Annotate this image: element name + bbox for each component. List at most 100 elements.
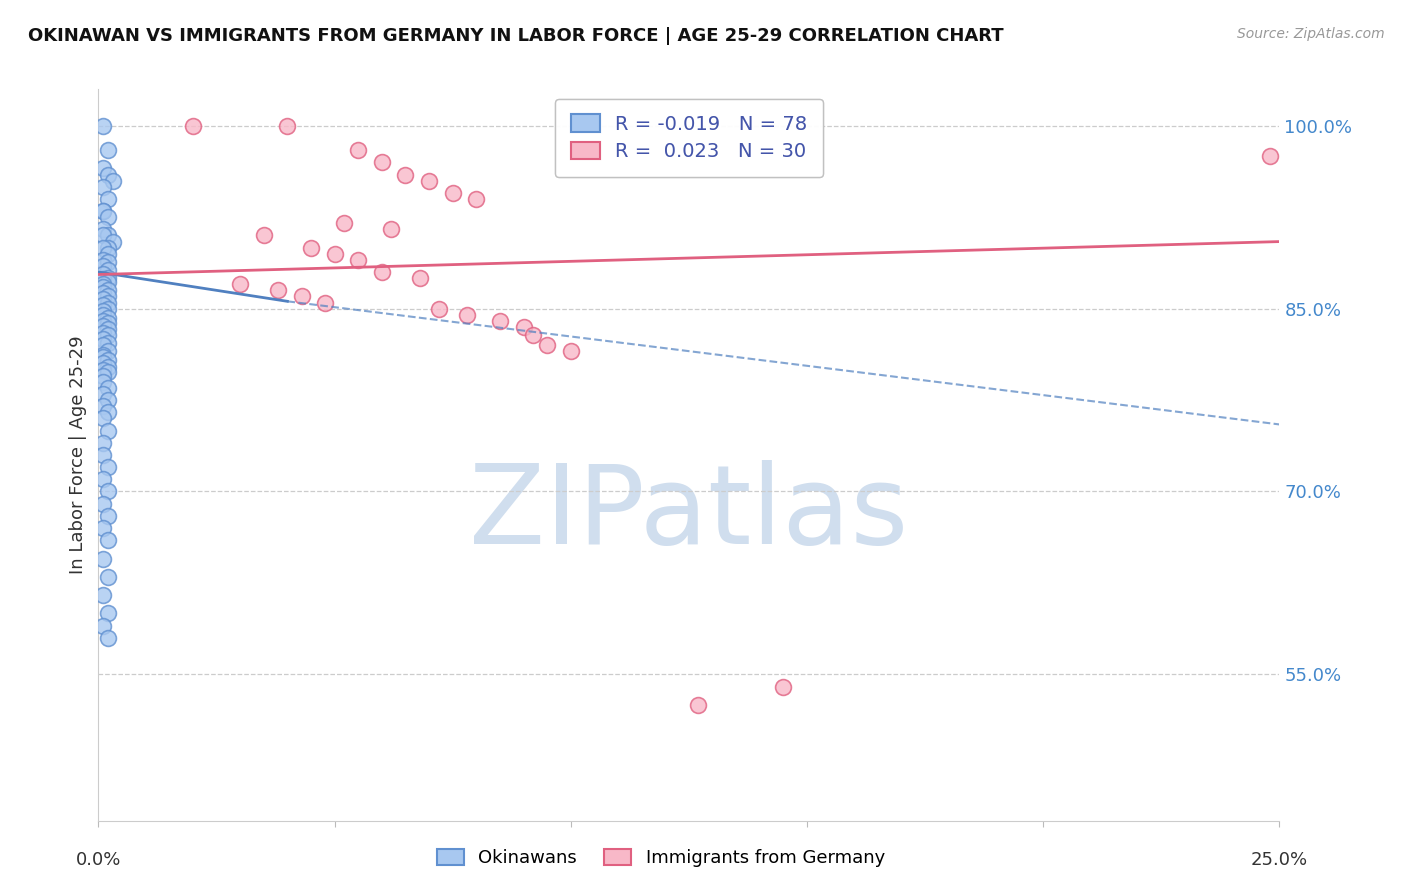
- Point: [536, 338, 558, 352]
- Point: [512, 320, 534, 334]
- Point: [97, 192, 120, 206]
- Point: [97, 275, 120, 289]
- Point: [91, 222, 114, 236]
- Legend: Okinawans, Immigrants from Germany: Okinawans, Immigrants from Germany: [429, 841, 893, 874]
- Point: [97, 271, 120, 285]
- Point: [522, 328, 544, 343]
- Text: OKINAWAN VS IMMIGRANTS FROM GERMANY IN LABOR FORCE | AGE 25-29 CORRELATION CHART: OKINAWAN VS IMMIGRANTS FROM GERMANY IN L…: [28, 27, 1004, 45]
- Point: [418, 174, 440, 188]
- Point: [97, 344, 120, 359]
- Point: [97, 262, 120, 277]
- Point: [91, 314, 114, 328]
- Point: [91, 356, 114, 371]
- Point: [97, 484, 120, 499]
- Point: [97, 322, 120, 336]
- Point: [91, 292, 114, 306]
- Point: [276, 119, 298, 133]
- Point: [97, 255, 120, 269]
- Point: [408, 271, 430, 285]
- Point: [91, 161, 114, 176]
- Point: [347, 143, 370, 157]
- Point: [772, 680, 794, 694]
- Point: [1258, 149, 1281, 163]
- Point: [267, 284, 290, 298]
- Point: [91, 204, 114, 219]
- Text: ZIPatlas: ZIPatlas: [470, 460, 908, 567]
- Point: [91, 259, 114, 273]
- Point: [97, 228, 120, 243]
- Point: [560, 344, 582, 359]
- Point: [380, 222, 402, 236]
- Point: [91, 119, 114, 133]
- Point: [91, 285, 114, 300]
- Point: [253, 228, 276, 243]
- Point: [290, 289, 312, 303]
- Point: [91, 338, 114, 352]
- Point: [97, 393, 120, 408]
- Point: [97, 168, 120, 182]
- Point: [91, 411, 114, 425]
- Point: [97, 335, 120, 350]
- Point: [91, 387, 114, 401]
- Point: [333, 216, 356, 230]
- Point: [91, 368, 114, 383]
- Point: [91, 351, 114, 365]
- Point: [97, 241, 120, 255]
- Point: [97, 424, 120, 438]
- Point: [465, 192, 488, 206]
- Point: [427, 301, 450, 316]
- Y-axis label: In Labor Force | Age 25-29: In Labor Force | Age 25-29: [69, 335, 87, 574]
- Point: [97, 360, 120, 375]
- Point: [181, 119, 204, 133]
- Point: [323, 247, 346, 261]
- Point: [299, 241, 322, 255]
- Point: [91, 326, 114, 340]
- Point: [91, 268, 114, 282]
- Point: [314, 295, 336, 310]
- Text: 25.0%: 25.0%: [1251, 851, 1308, 869]
- Point: [97, 316, 120, 330]
- Legend: R = -0.019   N = 78, R =  0.023   N = 30: R = -0.019 N = 78, R = 0.023 N = 30: [555, 99, 823, 177]
- Point: [97, 365, 120, 379]
- Point: [91, 332, 114, 346]
- Point: [91, 241, 114, 255]
- Point: [489, 314, 512, 328]
- Point: [91, 375, 114, 389]
- Text: Source: ZipAtlas.com: Source: ZipAtlas.com: [1237, 27, 1385, 41]
- Point: [91, 318, 114, 333]
- Point: [91, 448, 114, 462]
- Point: [91, 272, 114, 286]
- Point: [97, 284, 120, 298]
- Point: [97, 508, 120, 523]
- Point: [441, 186, 464, 200]
- Point: [394, 168, 416, 182]
- Point: [91, 279, 114, 293]
- Point: [91, 472, 114, 486]
- Point: [91, 298, 114, 312]
- Point: [97, 607, 120, 621]
- Point: [97, 570, 120, 584]
- Point: [101, 174, 124, 188]
- Point: [97, 460, 120, 475]
- Point: [91, 252, 114, 267]
- Point: [101, 235, 124, 249]
- Point: [97, 631, 120, 645]
- Point: [91, 551, 114, 566]
- Point: [456, 308, 478, 322]
- Point: [688, 698, 710, 712]
- Point: [91, 399, 114, 413]
- Point: [97, 328, 120, 343]
- Point: [97, 405, 120, 419]
- Point: [97, 381, 120, 395]
- Text: 0.0%: 0.0%: [76, 851, 121, 869]
- Point: [97, 311, 120, 326]
- Point: [97, 301, 120, 316]
- Point: [91, 179, 114, 194]
- Point: [97, 247, 120, 261]
- Point: [91, 304, 114, 318]
- Point: [91, 277, 114, 292]
- Point: [97, 289, 120, 303]
- Point: [371, 265, 394, 279]
- Point: [91, 362, 114, 376]
- Point: [97, 211, 120, 225]
